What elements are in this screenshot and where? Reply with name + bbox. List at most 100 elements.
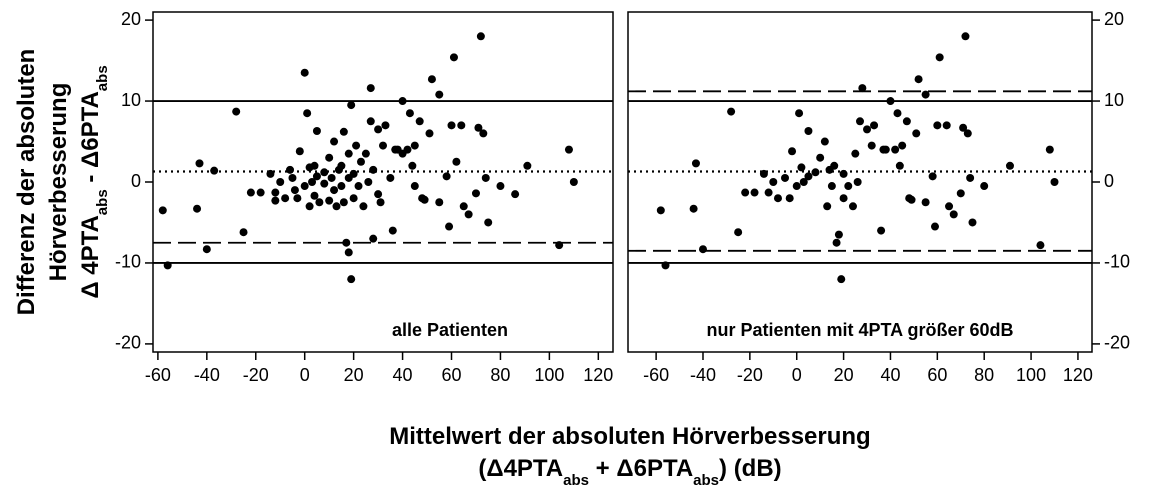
data-point — [337, 161, 346, 170]
data-point — [867, 141, 876, 150]
x-axis-label: Mittelwert der absoluten Hörverbesserung… — [389, 423, 870, 487]
data-point — [781, 173, 790, 182]
data-point — [555, 241, 564, 250]
data-point — [764, 188, 773, 197]
y-tick-label: -20 — [1104, 333, 1130, 353]
data-point — [320, 168, 329, 177]
data-point — [471, 189, 480, 198]
data-point — [933, 121, 942, 130]
x-tick-label: 60 — [927, 365, 947, 385]
data-point — [949, 210, 958, 219]
data-point — [773, 194, 782, 203]
data-point — [447, 121, 456, 130]
data-point — [374, 190, 383, 199]
x-tick-label: 100 — [534, 365, 564, 385]
x-tick-label: -40 — [194, 365, 220, 385]
data-point — [366, 84, 375, 93]
data-point — [564, 145, 573, 154]
data-point — [232, 107, 241, 116]
data-point — [804, 127, 813, 135]
x-tick-label: 80 — [974, 365, 994, 385]
x-tick-label: -60 — [145, 365, 171, 385]
x-tick-label: 100 — [1016, 365, 1046, 385]
data-point — [325, 153, 334, 162]
data-point — [476, 32, 485, 41]
x-tick-label: 80 — [490, 365, 510, 385]
data-point — [344, 248, 353, 257]
data-point — [914, 75, 923, 84]
data-point — [295, 147, 304, 156]
data-point — [935, 53, 944, 62]
y-tick-label: -10 — [115, 252, 141, 272]
data-point — [347, 275, 356, 284]
y-tick-label: 20 — [121, 9, 141, 29]
data-point — [210, 166, 219, 175]
data-point — [410, 182, 419, 191]
data-point — [352, 141, 361, 150]
data-point — [344, 149, 353, 158]
data-point — [332, 202, 341, 211]
data-point — [484, 218, 493, 227]
data-point — [354, 182, 363, 191]
label-line: Hörverbesserung — [45, 83, 72, 282]
data-point — [656, 206, 665, 215]
data-point — [837, 275, 846, 284]
x-tick-label: 0 — [300, 365, 310, 385]
data-point — [330, 137, 339, 146]
data-point — [361, 149, 370, 158]
data-point — [945, 202, 954, 211]
x-tick-label: 20 — [344, 365, 364, 385]
data-point — [410, 141, 419, 150]
data-point — [799, 178, 808, 186]
data-point — [195, 159, 204, 168]
label-line: Differenz der absoluten — [13, 49, 40, 316]
y-tick-label: 0 — [131, 171, 141, 191]
data-point — [839, 169, 848, 178]
data-point — [452, 157, 461, 166]
data-point — [386, 173, 395, 182]
data-point — [834, 230, 843, 239]
data-point — [661, 261, 670, 270]
y-tick-label: 20 — [1104, 9, 1124, 29]
data-point — [459, 202, 468, 211]
data-point — [797, 163, 806, 172]
label-segment: Δ 4PTA — [77, 215, 104, 298]
label-segment: (Δ4PTA — [478, 455, 563, 482]
data-point — [288, 173, 297, 182]
data-point — [968, 218, 977, 227]
data-point — [823, 202, 832, 211]
data-point — [415, 117, 424, 126]
data-point — [959, 123, 968, 132]
data-point — [379, 141, 387, 150]
data-point — [303, 109, 312, 118]
data-point — [420, 195, 429, 204]
data-point — [792, 182, 801, 191]
data-point — [202, 245, 211, 254]
data-point — [158, 206, 167, 215]
data-point — [281, 194, 290, 203]
data-point — [844, 182, 853, 191]
data-point — [300, 68, 309, 77]
data-point — [427, 75, 436, 84]
data-point — [727, 107, 736, 116]
x-tick-label: -20 — [737, 365, 763, 385]
label-segment: Mittelwert der absoluten Hörverbesserung — [389, 423, 870, 450]
y-tick-label: -20 — [115, 333, 141, 353]
data-point — [851, 149, 860, 158]
label-line: (Δ4PTAabs + Δ6PTAabs) (dB) — [478, 455, 781, 487]
data-point — [349, 169, 358, 178]
y-tick-label: 0 — [1104, 171, 1114, 191]
data-point — [337, 182, 346, 191]
data-point — [870, 121, 879, 130]
data-point — [921, 90, 930, 99]
data-point — [300, 182, 309, 191]
data-point — [457, 121, 466, 130]
data-point — [290, 186, 299, 195]
data-point — [342, 238, 351, 247]
data-point — [364, 178, 373, 186]
data-point — [474, 123, 483, 132]
data-point — [839, 194, 848, 203]
label-segment: abs — [563, 472, 589, 487]
data-point — [856, 117, 864, 126]
data-point — [408, 161, 417, 170]
